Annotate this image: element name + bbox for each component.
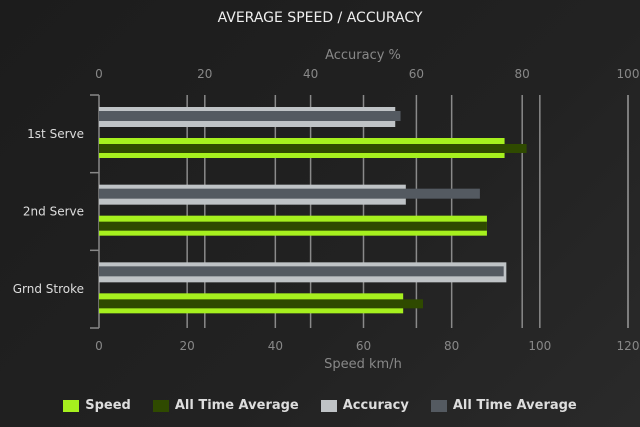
bottom-tick-label: 80 (444, 339, 459, 353)
top-axis-label: Accuracy % (325, 48, 401, 63)
bottom-axis-label: Speed km/h (324, 357, 402, 372)
legend-item-speed-average[interactable]: All Time Average (152, 398, 299, 413)
bottom-tick-label: 40 (268, 339, 283, 353)
legend-label: All Time Average (452, 398, 577, 413)
top-tick-label: 60 (409, 67, 424, 81)
legend-label: Speed (85, 398, 131, 413)
bottom-tick-label: 20 (180, 339, 195, 353)
bottom-tick-label: 60 (356, 339, 371, 353)
bar-speed-average (99, 221, 487, 231)
top-tick-label: 80 (515, 67, 530, 81)
bar-accuracy-average (99, 111, 401, 121)
legend-swatch (320, 399, 337, 412)
chart-title: AVERAGE SPEED / ACCURACY (218, 10, 423, 26)
legend-label: All Time Average (174, 398, 299, 413)
bar-speed-average (99, 299, 424, 309)
top-tick-label: 0 (95, 67, 103, 81)
category-label: 1st Serve (27, 127, 84, 141)
bottom-tick-label: 120 (617, 339, 640, 353)
legend-item-accuracy-average[interactable]: All Time Average (430, 398, 577, 413)
bottom-tick-label: 0 (95, 339, 103, 353)
top-tick-label: 40 (303, 67, 318, 81)
legend-swatch (430, 399, 447, 412)
top-tick-label: 20 (197, 67, 212, 81)
legend-swatch (63, 399, 80, 412)
category-label: 2nd Serve (23, 205, 84, 219)
legend: Speed All Time Average Accuracy All Time… (0, 398, 640, 413)
top-tick-label: 100 (617, 67, 640, 81)
legend-item-accuracy[interactable]: Accuracy (320, 398, 409, 413)
legend-item-speed[interactable]: Speed (63, 398, 131, 413)
bar-accuracy-average (99, 188, 480, 199)
bar-speed-average (99, 144, 527, 153)
bottom-tick-label: 100 (528, 339, 551, 353)
legend-swatch (152, 399, 169, 412)
bar-accuracy-average (99, 266, 504, 277)
legend-label: Accuracy (342, 398, 409, 413)
category-label: Grnd Stroke (13, 282, 84, 296)
